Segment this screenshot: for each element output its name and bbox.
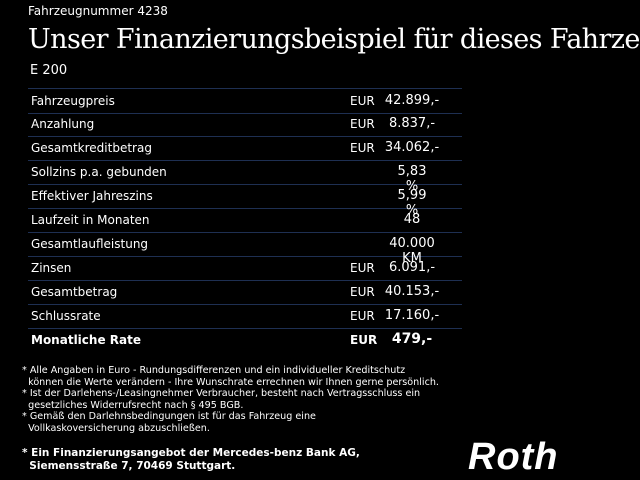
row-currency: EUR <box>350 141 375 155</box>
row-label: Sollzins p.a. gebunden <box>31 165 167 179</box>
row-currency: EUR <box>350 309 375 323</box>
row-currency: EUR <box>350 285 375 299</box>
table-row: Monatliche Rate EUR 479,- <box>31 331 433 347</box>
table-row: Laufzeit in Monaten 48 <box>28 208 462 233</box>
table-row: Sollzins p.a. gebunden 5,83 % <box>28 160 462 194</box>
row-label: Gesamtkreditbetrag <box>31 141 152 155</box>
footnote-line: * Alle Angaben in Euro - Rundungsdiffere… <box>22 365 406 376</box>
offer: * Ein Finanzierungsangebot der Mercedes-… <box>22 447 360 473</box>
row-currency: EUR <box>350 117 375 131</box>
offer-line: * Ein Finanzierungsangebot der Mercedes-… <box>22 447 360 459</box>
row-label: Monatliche Rate <box>31 333 141 347</box>
row-label: Laufzeit in Monaten <box>31 213 150 227</box>
row-label: Fahrzeugpreis <box>31 94 115 108</box>
row-label: Effektiver Jahreszins <box>31 189 153 203</box>
table-row: Effektiver Jahreszins 5,99 % <box>28 184 462 218</box>
row-currency: EUR <box>350 94 375 108</box>
footnote-line: * Ist der Darlehens-/Leasingnehmer Verbr… <box>22 388 421 399</box>
table-row: Gesamtbetrag EUR 40.153,- <box>28 280 462 305</box>
vehicle-number: Fahrzeugnummer 4238 <box>28 4 168 18</box>
footnotes: * Alle Angaben in Euro - Rundungsdiffere… <box>22 365 439 434</box>
row-currency: EUR <box>350 333 378 347</box>
table-row: Fahrzeugpreis EUR 42.899,- <box>28 88 462 114</box>
offer-line: Siemensstraße 7, 70469 Stuttgart. <box>22 460 236 472</box>
table-row: Anzahlung EUR 8.837,- <box>28 112 462 137</box>
row-label: Zinsen <box>31 261 72 275</box>
row-label: Gesamtlaufleistung <box>31 237 149 251</box>
table-row: Zinsen EUR 6.091,- <box>28 256 462 281</box>
footnote-line: können die Werte verändern - Ihre Wunsch… <box>22 376 439 388</box>
row-label: Gesamtbetrag <box>31 285 118 299</box>
title: Unser Finanzierungsbeispiel für dieses F… <box>28 24 640 55</box>
model: E 200 <box>30 63 68 78</box>
row-label: Anzahlung <box>31 117 95 131</box>
footnote-line: * Gemäß den Darlehnsbedingungen ist für … <box>22 411 316 422</box>
footnote-line: Vollkaskoversicherung abzuschließen. <box>22 422 210 434</box>
row-currency: EUR <box>350 261 375 275</box>
table-row: Schlussrate EUR 17.160,- <box>28 304 462 329</box>
table-row: Gesamtlaufleistung 40.000 KM <box>28 232 462 266</box>
footnote-line: gesetzliches Widerrufsrecht nach § 495 B… <box>22 399 244 411</box>
row-label: Schlussrate <box>31 309 101 323</box>
table-row: Gesamtkreditbetrag EUR 34.062,- <box>28 136 462 161</box>
logo: Roth <box>468 436 559 478</box>
